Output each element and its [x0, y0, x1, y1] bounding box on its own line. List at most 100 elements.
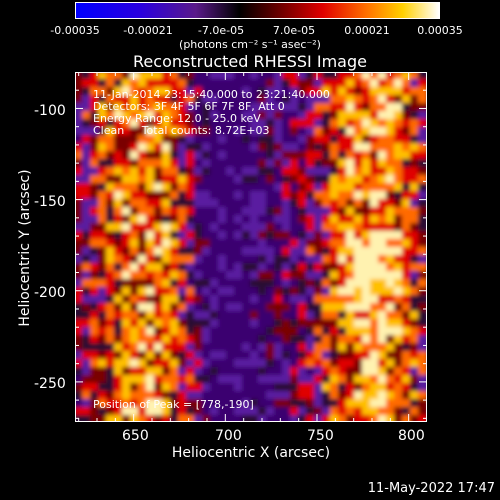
heatmap-cell — [178, 119, 188, 129]
heatmap-cell — [346, 311, 356, 321]
heatmap-cell — [122, 279, 132, 289]
heatmap-cell — [218, 72, 228, 81]
heatmap-cell — [306, 151, 316, 161]
heatmap-cell — [178, 175, 188, 185]
heatmap-cell — [314, 279, 324, 289]
heatmap-cell — [250, 143, 260, 153]
heatmap-cell — [138, 95, 148, 105]
heatmap-cell — [162, 167, 172, 177]
heatmap-cell — [418, 223, 427, 233]
heatmap-cell — [210, 327, 220, 337]
heatmap-cell — [290, 231, 300, 241]
heatmap-cell — [146, 191, 156, 201]
heatmap-cell — [75, 231, 84, 241]
heatmap-cell — [234, 72, 244, 81]
heatmap-cell — [346, 391, 356, 401]
heatmap-cell — [354, 199, 364, 209]
heatmap-cell — [394, 359, 404, 369]
heatmap-cell — [410, 127, 420, 137]
heatmap-cell — [234, 319, 244, 329]
heatmap-cell — [418, 319, 427, 329]
heatmap-cell — [274, 72, 284, 81]
heatmap-cell — [402, 295, 412, 305]
heatmap-cell — [322, 199, 332, 209]
heatmap-cell — [242, 319, 252, 329]
heatmap-cell — [282, 79, 292, 89]
heatmap-cell — [346, 72, 356, 81]
heatmap-cell — [234, 239, 244, 249]
heatmap-cell — [130, 135, 140, 145]
heatmap-cell — [202, 311, 212, 321]
heatmap-cell — [178, 367, 188, 377]
heatmap-cell — [290, 199, 300, 209]
heatmap-cell — [146, 175, 156, 185]
heatmap-cell — [194, 159, 204, 169]
heatmap-cell — [202, 175, 212, 185]
heatmap-cell — [202, 167, 212, 177]
heatmap-cell — [226, 231, 236, 241]
heatmap-cell — [146, 399, 156, 409]
heatmap-cell — [186, 72, 196, 81]
heatmap-cell — [122, 311, 132, 321]
heatmap-cell — [210, 191, 220, 201]
heatmap-cell — [202, 287, 212, 297]
heatmap-cell — [378, 391, 388, 401]
heatmap-cell — [322, 271, 332, 281]
heatmap-cell — [314, 367, 324, 377]
colorbar-tick: 0.00035 — [417, 24, 463, 37]
heatmap-cell — [322, 191, 332, 201]
heatmap-cell — [314, 103, 324, 113]
heatmap-cell — [75, 151, 84, 161]
heatmap-cell — [226, 215, 236, 225]
heatmap-cell — [130, 287, 140, 297]
heatmap-cell — [266, 95, 276, 105]
heatmap-cell — [322, 111, 332, 121]
annotation-detectors: Detectors: 3F 4F 5F 6F 7F 8F, Att 0 — [93, 100, 285, 113]
heatmap-cell — [146, 231, 156, 241]
heatmap-cell — [298, 103, 308, 113]
heatmap-cell — [266, 223, 276, 233]
heatmap-cell — [410, 223, 420, 233]
heatmap-cell — [410, 319, 420, 329]
heatmap-cell — [242, 327, 252, 337]
heatmap-cell — [90, 135, 100, 145]
heatmap-cell — [218, 79, 228, 89]
heatmap-cell — [146, 287, 156, 297]
heatmap-cell — [130, 375, 140, 385]
heatmap-cell — [258, 415, 268, 422]
heatmap-cell — [282, 191, 292, 201]
heatmap-cell — [282, 207, 292, 217]
heatmap-cell — [402, 127, 412, 137]
heatmap-cell — [266, 335, 276, 345]
heatmap-cell — [362, 335, 372, 345]
heatmap-cell — [186, 311, 196, 321]
heatmap-cell — [178, 199, 188, 209]
heatmap-cell — [378, 399, 388, 409]
heatmap-cell — [138, 127, 148, 137]
heatmap-cell — [298, 319, 308, 329]
heatmap-cell — [314, 399, 324, 409]
heatmap-cell — [146, 239, 156, 249]
heatmap-cell — [194, 279, 204, 289]
heatmap-cell — [114, 183, 124, 193]
heatmap-cell — [114, 343, 124, 353]
heatmap-cell — [338, 183, 348, 193]
heatmap-cell — [138, 343, 148, 353]
heatmap-cell — [266, 311, 276, 321]
heatmap-cell — [226, 351, 236, 361]
heatmap-cell — [242, 335, 252, 345]
heatmap-cell — [370, 87, 380, 97]
heatmap-cell — [402, 223, 412, 233]
heatmap-cell — [210, 263, 220, 273]
heatmap-cell — [266, 191, 276, 201]
heatmap-cell — [242, 119, 252, 129]
heatmap-cell — [386, 343, 396, 353]
heatmap-cell — [226, 111, 236, 121]
heatmap-cell — [306, 79, 316, 89]
heatmap-cell — [250, 263, 260, 273]
heatmap-cell — [170, 359, 180, 369]
heatmap-cell — [258, 159, 268, 169]
heatmap-cell — [258, 407, 268, 417]
heatmap-cell — [410, 159, 420, 169]
heatmap-cell — [202, 239, 212, 249]
